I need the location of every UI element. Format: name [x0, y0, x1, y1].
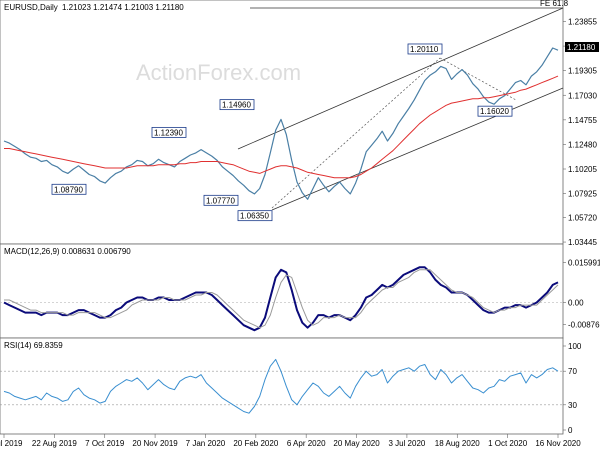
macd-pane-frame — [0, 243, 564, 339]
price-annotation-box — [203, 194, 239, 206]
x-tick-label: 1 Oct 2020 — [488, 439, 528, 448]
y-tick-label: -0.00876 — [568, 321, 600, 330]
x-axis-group: 9 Jul 2019 22 Aug 2019 7 Oct 2019 20 Nov 20… — [0, 434, 581, 448]
x-tick-label: 7 Jan 2020 — [186, 439, 226, 448]
annotation-group: 1.08790 1.12390 1.07770 1.14960 1.06350 1.201… — [51, 43, 513, 222]
series-line-1-1 — [4, 269, 559, 329]
y-tick-label: 1.17030 — [568, 91, 597, 100]
y-tick-label: 1.19305 — [568, 67, 597, 76]
price-annotation-label: 1.08790 — [54, 185, 83, 194]
x-tick-label: 20 May 2020 — [333, 439, 380, 448]
y-tick-label: 0 — [568, 426, 573, 435]
price-annotation-box — [237, 210, 273, 222]
y-tick-label: 1.23855 — [568, 18, 597, 27]
macd-series-group — [0, 266, 563, 332]
x-tick-label: 20 Nov 2019 — [132, 439, 178, 448]
rsi-pane-frame — [0, 337, 564, 435]
series-line-0-0 — [3, 47, 559, 200]
x-tick-label: 22 Aug 2019 — [32, 439, 77, 448]
price-pane-title: EURUSD,Daily — [4, 3, 58, 12]
x-tick-label: 16 Nov 2020 — [535, 439, 581, 448]
projection-dashed-2 — [439, 57, 517, 101]
last-price-label: 1.21180 — [567, 43, 596, 52]
y-tick-label: 1.10205 — [568, 165, 597, 174]
y-tick-label: 0.00 — [568, 299, 584, 308]
price-annotation-box — [51, 183, 87, 195]
x-tick-label: 9 Jul 2019 — [0, 439, 23, 448]
y-tick-label: 30 — [568, 401, 577, 410]
x-tick-label: 18 Aug 2020 — [435, 439, 480, 448]
x-tick-label: 3 Jul 2020 — [388, 439, 425, 448]
x-tick-label: 7 Oct 2019 — [85, 439, 125, 448]
macd-pane-title: MACD(12,26,9) 0.008631 0.006790 — [4, 247, 131, 256]
price-series-group — [3, 47, 559, 200]
price-annotation-label: 1.07770 — [206, 196, 235, 205]
y-tick-label: 70 — [568, 367, 577, 376]
price-annotation-label: 1.12390 — [154, 128, 183, 137]
y-tick-label: 1.05720 — [568, 213, 597, 222]
x-tick-label: 6 Apr 2020 — [287, 439, 326, 448]
watermark: ActionForex.com — [136, 60, 301, 85]
price-annotation-box — [477, 105, 513, 117]
price-annotation-label: 1.16020 — [480, 107, 509, 116]
y-tick-label: 1.14755 — [568, 116, 597, 125]
rsi-pane-title: RSI(14) 69.8359 — [4, 341, 63, 350]
price-annotation-box — [151, 126, 187, 138]
price-annotation-box — [219, 99, 255, 111]
fib-extension-label: FE 61.8 — [540, 0, 569, 8]
last-price-box — [565, 42, 599, 52]
series-line-2-0 — [3, 358, 559, 414]
price-annotation-label: 1.20110 — [410, 45, 439, 54]
price-annotation-box — [407, 43, 443, 55]
channel-lower-line — [271, 87, 564, 211]
price-ohlc-readout: 1.21023 1.21474 1.21003 1.21180 — [62, 3, 184, 12]
y-tick-label: 1.07925 — [568, 190, 597, 199]
price-annotation-label: 1.06350 — [240, 212, 269, 221]
rsi-series-group — [0, 358, 563, 414]
y-tick-label: 1.12480 — [568, 140, 597, 149]
x-tick-label: 20 Feb 2020 — [233, 439, 278, 448]
y-tick-label: 0.015991 — [568, 258, 600, 267]
axis-labels-group: 1.238551.215801.193051.170301.147551.124… — [563, 18, 600, 435]
y-tick-label: 100 — [568, 342, 582, 351]
y-tick-label: 1.03445 — [568, 238, 597, 247]
projection-dashed-1 — [271, 57, 441, 209]
price-annotation-label: 1.14960 — [222, 101, 251, 110]
series-line-0-1 — [4, 75, 559, 179]
channel-upper-line — [237, 7, 564, 150]
